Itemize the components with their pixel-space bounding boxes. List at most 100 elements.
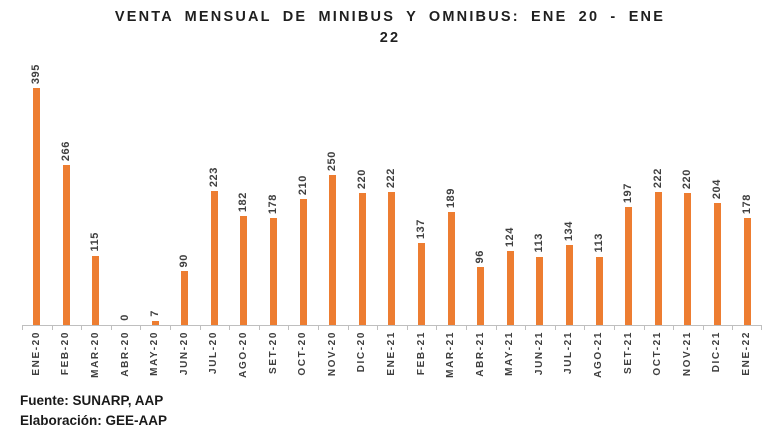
bar: [151, 321, 159, 325]
x-tick-cell: JUL-20: [200, 331, 230, 378]
axis-tick: [288, 326, 290, 330]
bar-value-label: 96: [474, 249, 487, 263]
bar-value-label: 250: [326, 150, 339, 171]
bar-value-label: 222: [385, 167, 398, 188]
x-tick-cell: FEB-20: [52, 331, 82, 378]
bar-group: 124: [496, 48, 526, 325]
bar-group: 250: [318, 48, 348, 325]
bar-value-label: 220: [681, 168, 694, 189]
x-tick-label: JUN-21: [533, 331, 545, 376]
x-tick-label: OCT-20: [297, 331, 309, 376]
axis-tick: [406, 326, 408, 330]
x-tick-label: NOV-20: [326, 331, 338, 377]
bar: [92, 256, 100, 325]
bar: [240, 216, 248, 325]
x-tick-label: SET-21: [622, 331, 634, 374]
axis-tick: [258, 326, 260, 330]
x-tick-cell: JUN-21: [525, 331, 555, 378]
bar: [565, 245, 573, 325]
x-tick-label: ABR-20: [119, 331, 131, 377]
bar: [181, 271, 189, 325]
axis-tick: [110, 326, 112, 330]
bar-value-label: 223: [207, 166, 220, 187]
axis-tick: [377, 326, 379, 330]
bar-value-label: 266: [59, 140, 72, 161]
axis-tick: [732, 326, 734, 330]
bar: [625, 207, 633, 325]
x-tick-cell: ENE-20: [22, 331, 52, 378]
x-tick-label: FEB-20: [60, 331, 72, 376]
bar: [418, 243, 426, 325]
bar-value-label: 137: [415, 218, 428, 239]
bar-group: 115: [81, 48, 111, 325]
axis-tick: [761, 326, 762, 330]
axis-tick: [643, 326, 645, 330]
bar: [388, 192, 396, 325]
bar: [654, 192, 662, 325]
x-tick-cell: OCT-21: [643, 331, 673, 378]
bar-group: 134: [555, 48, 585, 325]
x-tick-cell: FEB-21: [407, 331, 437, 378]
axis-tick: [584, 326, 586, 330]
x-tick-label: JUL-21: [563, 331, 575, 374]
bar: [358, 193, 366, 325]
x-tick-label: MAR-21: [445, 331, 457, 378]
x-tick-cell: JUN-20: [170, 331, 200, 378]
x-tick-cell: ENE-22: [732, 331, 762, 378]
bar-value-label: 124: [503, 226, 516, 247]
source-note: Fuente: SUNARP, AAP: [20, 393, 164, 408]
bar-value-label: 0: [119, 314, 132, 321]
axis-tick: [199, 326, 201, 330]
axis-tick: [466, 326, 467, 330]
axis-tick: [81, 326, 83, 330]
bar: [270, 218, 278, 325]
x-tick-cell: DIC-21: [703, 331, 733, 378]
bar: [33, 88, 41, 325]
x-tick-label: DIC-20: [356, 331, 368, 373]
bar-group: 7: [140, 48, 170, 325]
bar-value-label: 115: [89, 232, 102, 252]
x-axis-line: [22, 325, 762, 331]
x-tick-cell: SET-20: [259, 331, 289, 378]
x-tick-cell: MAR-20: [81, 331, 111, 378]
x-tick-label: SET-20: [267, 331, 279, 374]
bar-value-label: 189: [444, 187, 457, 208]
bar: [447, 212, 455, 325]
bar-group: 197: [614, 48, 644, 325]
x-tick-label: AGO-21: [593, 331, 605, 378]
bar-group: 395: [22, 48, 52, 325]
bar: [536, 257, 544, 325]
x-tick-cell: ENE-21: [377, 331, 407, 378]
bar-group: 113: [525, 48, 555, 325]
bar-group: 220: [348, 48, 378, 325]
bar: [62, 165, 70, 325]
bar: [684, 193, 692, 325]
axis-tick: [51, 326, 53, 330]
bar-group: 0: [111, 48, 141, 325]
x-tick-cell: AGO-21: [584, 331, 614, 378]
x-tick-label: DIC-21: [711, 331, 723, 373]
x-tick-label: OCT-21: [652, 331, 664, 376]
bar-group: 266: [52, 48, 82, 325]
bar-value-label: 197: [622, 182, 635, 203]
bar-group: 178: [732, 48, 762, 325]
bar-group: 222: [643, 48, 673, 325]
bar-value-label: 90: [178, 253, 191, 267]
bar-value-label: 113: [533, 233, 546, 253]
bar-value-label: 182: [237, 191, 250, 212]
bar: [506, 251, 514, 325]
x-tick-label: JUL-20: [208, 331, 220, 374]
axis-tick: [347, 326, 349, 330]
bar: [713, 203, 721, 325]
bar: [743, 218, 751, 325]
bar-group: 96: [466, 48, 496, 325]
bar-value-label: 220: [355, 168, 368, 189]
x-tick-label: ABR-21: [474, 331, 486, 377]
x-tick-cell: MAY-20: [140, 331, 170, 378]
bar: [329, 175, 337, 325]
bar: [299, 199, 307, 325]
chart-title: VENTA MENSUAL DE MINIBUS Y OMNIBUS: ENE …: [0, 7, 780, 49]
bar-group: 182: [229, 48, 259, 325]
x-tick-cell: MAR-21: [436, 331, 466, 378]
